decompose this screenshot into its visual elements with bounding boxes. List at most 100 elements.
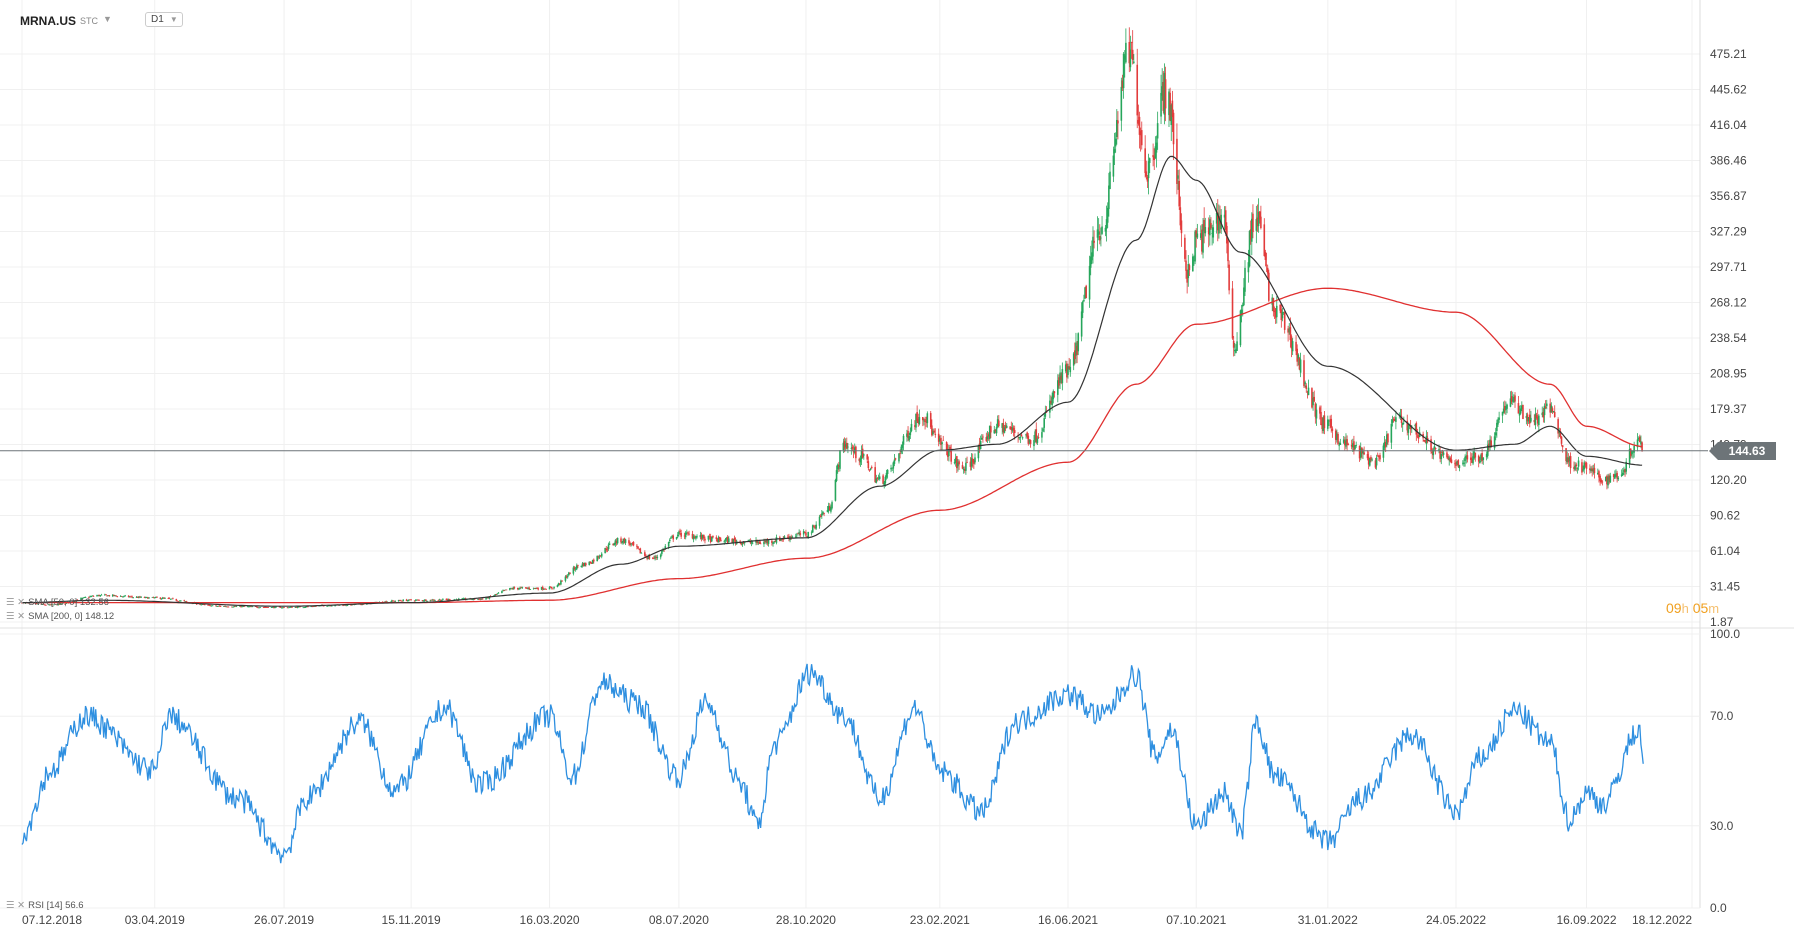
candle-body <box>771 540 773 543</box>
candle-body <box>813 526 815 528</box>
candle-body <box>577 565 579 567</box>
candle-body <box>311 606 314 607</box>
candle-body <box>217 605 220 607</box>
candle-body <box>49 604 52 606</box>
candle-body <box>100 594 103 596</box>
candle-body <box>600 553 603 557</box>
candle-body <box>1334 430 1337 440</box>
candle-body <box>827 505 830 512</box>
candle-body <box>1509 398 1512 407</box>
candle-body <box>1489 439 1491 448</box>
candle-body <box>310 606 313 608</box>
candle-body <box>773 541 775 543</box>
candle-body <box>394 601 397 602</box>
candle-body <box>725 537 728 540</box>
symbol-name[interactable]: MRNA.US <box>20 14 76 28</box>
candle-body <box>83 597 86 599</box>
candle-body <box>1565 448 1567 462</box>
candle-body <box>1442 452 1445 455</box>
candle-body <box>915 413 917 428</box>
symbol-dropdown-icon[interactable]: ▼ <box>103 14 112 24</box>
candle-body <box>1147 161 1150 179</box>
candle-body <box>1172 112 1175 145</box>
candle-body <box>1069 366 1072 373</box>
candle-body <box>73 601 75 602</box>
candle-body <box>740 542 743 545</box>
candle-body <box>805 532 807 536</box>
candle-body <box>678 531 680 535</box>
candle-body <box>265 607 267 608</box>
rsi-grid <box>0 633 1700 909</box>
candle-body <box>1425 435 1428 444</box>
candle-body <box>1263 224 1266 256</box>
candle-body <box>963 469 966 471</box>
candle-body <box>1598 471 1600 478</box>
candle-body <box>1121 80 1124 88</box>
candle-body <box>148 597 150 599</box>
rsi-legend[interactable]: ☰ ✕ RSI [14] 56.6 <box>6 900 84 911</box>
candle-countdown: 09h 05m <box>1666 600 1720 616</box>
candle-body <box>521 587 524 589</box>
candle-body <box>1511 399 1514 401</box>
date-tick-label: 16.03.2020 <box>520 913 580 927</box>
candle-body <box>1434 447 1437 450</box>
settings-icon[interactable]: ☰ ✕ <box>6 611 26 622</box>
candle-body <box>818 516 821 526</box>
sma200-legend[interactable]: ☰ ✕ SMA [200, 0] 148.12 <box>6 611 114 622</box>
candle-body <box>973 460 975 464</box>
rsi-axis[interactable]: 100.0 70.0 30.0 0.0 <box>1710 627 1740 915</box>
candle-body <box>1177 175 1179 179</box>
settings-icon[interactable]: ☰ ✕ <box>6 597 26 608</box>
candle-body <box>561 580 563 582</box>
candle-body <box>1621 472 1624 475</box>
candle-body <box>994 429 997 432</box>
candle-body <box>1433 446 1436 449</box>
candle-body <box>1312 397 1314 406</box>
candle-body <box>1384 442 1387 447</box>
price-tick-label: 1.87 <box>1710 615 1734 629</box>
candle-body <box>671 536 673 538</box>
candle-body <box>929 413 932 428</box>
candle-body <box>1228 264 1230 291</box>
candle-body <box>582 563 585 567</box>
candle-body <box>1366 454 1369 459</box>
candle-body <box>1482 457 1485 460</box>
price-axis[interactable]: 475.21 445.62 416.04 386.46 356.87 327.29 297.… <box>1710 47 1747 629</box>
date-axis[interactable]: 07.12.2018 03.04.2019 26.07.2019 15.11.2019… <box>22 913 1692 927</box>
candle-body <box>679 530 681 532</box>
price-tick-label: 416.04 <box>1710 118 1747 132</box>
candle-body <box>1391 419 1394 423</box>
candle-body <box>1455 462 1457 467</box>
candle-body <box>326 605 328 607</box>
candle-body <box>700 534 703 540</box>
candle-body <box>985 437 988 442</box>
timeframe-select[interactable]: D1 ▼ <box>145 12 183 27</box>
candle-body <box>568 572 570 576</box>
candle-body <box>107 595 110 597</box>
settings-icon[interactable]: ☰ ✕ <box>6 900 26 911</box>
candle-body <box>1530 417 1532 422</box>
candle-body <box>1258 211 1261 220</box>
sma50-legend[interactable]: ☰ ✕ SMA [50, 0] 132.56 <box>6 597 109 608</box>
candle-body <box>262 607 265 609</box>
candle-body <box>974 457 976 463</box>
candle-body <box>408 599 410 601</box>
candle-body <box>949 447 951 450</box>
candle-body <box>239 605 241 607</box>
candle-body <box>1346 439 1348 446</box>
candle-body <box>1519 408 1522 414</box>
sma200-legend-label: SMA [200, 0] 148.12 <box>28 611 115 622</box>
candle-body <box>988 425 991 440</box>
candle-body <box>1057 380 1059 395</box>
candle-body <box>557 583 560 586</box>
candle-body <box>1093 240 1095 243</box>
candle-body <box>623 538 626 544</box>
candle-body <box>1169 92 1171 121</box>
candle-body <box>1339 442 1342 445</box>
candle-body <box>925 421 928 423</box>
candle-body <box>545 588 547 590</box>
date-tick-label: 15.11.2019 <box>382 913 441 927</box>
candle-body <box>1469 457 1472 460</box>
candle-body <box>516 587 519 590</box>
